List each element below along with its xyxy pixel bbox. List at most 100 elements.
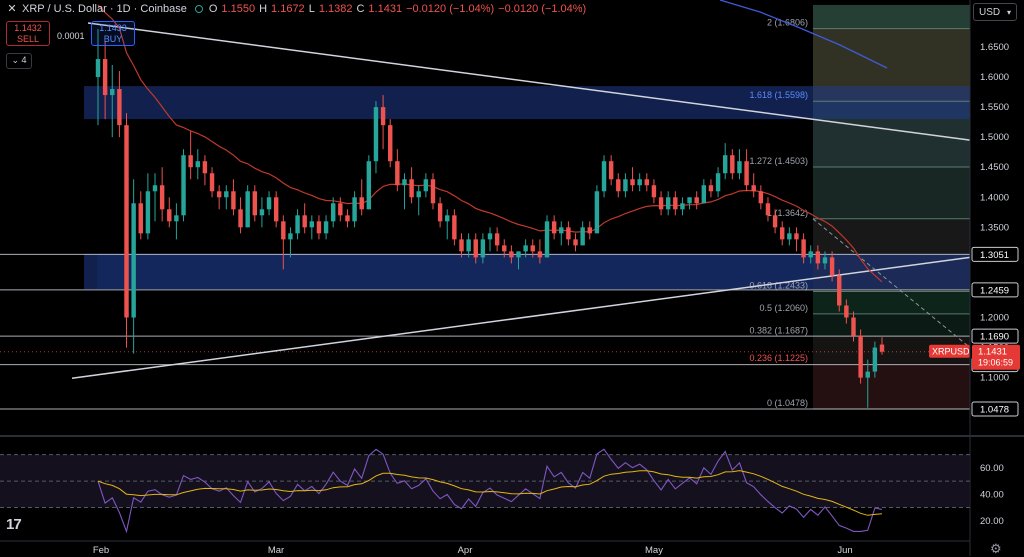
x-tick-label: Apr	[458, 545, 473, 556]
high-label: H	[259, 3, 268, 15]
candle-body	[879, 344, 885, 352]
current-price-label: 1.1431	[978, 347, 1007, 358]
candle	[159, 167, 165, 222]
candle	[202, 155, 208, 186]
fib-zone	[813, 291, 970, 314]
candle	[323, 215, 329, 240]
spread-value: 0.0001	[57, 31, 85, 41]
candle-body	[345, 215, 350, 222]
candle	[494, 227, 500, 252]
candle	[216, 185, 222, 210]
sell-label: SELL	[16, 34, 40, 44]
candle	[701, 179, 707, 204]
candle-body	[316, 221, 322, 234]
candle	[273, 191, 279, 228]
candle	[808, 245, 813, 264]
candle	[266, 191, 272, 216]
candle-body	[872, 347, 878, 372]
candle	[295, 209, 300, 240]
candle-body	[145, 191, 151, 234]
candle	[780, 221, 785, 246]
indicators-toggle[interactable]: ⌄ 4	[6, 53, 32, 69]
candle	[851, 311, 856, 342]
candle-body	[509, 251, 514, 258]
rsi-line	[97, 448, 883, 534]
candle-body	[837, 275, 842, 306]
supply-demand-zone	[84, 86, 970, 120]
candle	[452, 209, 457, 246]
candle-body	[765, 203, 771, 216]
candle	[523, 239, 528, 258]
buy-button[interactable]: 1.1433 BUY	[91, 21, 135, 46]
candle	[95, 28, 101, 126]
candle-body	[630, 179, 635, 186]
candle-body	[224, 191, 229, 198]
candle-body	[737, 161, 742, 174]
candle-body	[174, 215, 179, 222]
price-line-label: 1.0478	[980, 405, 1009, 416]
candle	[865, 359, 870, 408]
candle	[544, 215, 550, 258]
candle-body	[181, 155, 186, 216]
candle	[559, 221, 564, 246]
gear-icon[interactable]: ⚙	[990, 541, 1002, 556]
candle-body	[744, 161, 749, 186]
candle	[437, 197, 443, 228]
candle	[822, 251, 828, 270]
candle-body	[245, 191, 250, 228]
x-tick-label: Feb	[93, 545, 109, 556]
sell-button[interactable]: 1.1432 SELL	[6, 21, 50, 46]
candle-body	[373, 107, 379, 162]
candle	[815, 245, 821, 270]
tradingview-logo-icon: 17	[6, 516, 22, 533]
candle-body	[822, 257, 828, 264]
open-value: 1.1550	[221, 3, 256, 15]
candle	[380, 95, 386, 150]
candle-body	[673, 197, 678, 210]
candle-body	[722, 155, 728, 174]
candle	[651, 179, 657, 204]
candle	[502, 239, 507, 258]
candle-body	[665, 197, 671, 210]
candle-body	[780, 227, 785, 240]
candle-body	[352, 197, 357, 222]
candle-body	[530, 245, 535, 252]
indicators-count: 4	[21, 55, 27, 65]
supply-demand-zone	[97, 253, 813, 290]
candle-body	[388, 125, 393, 162]
candle	[330, 197, 336, 228]
candle	[708, 179, 714, 198]
candle	[131, 179, 136, 354]
candle	[829, 251, 835, 282]
candle-body	[459, 239, 464, 252]
candle-body	[409, 179, 414, 198]
candle	[787, 227, 792, 246]
candle-body	[694, 197, 699, 204]
candle-body	[829, 257, 835, 276]
current-symbol-tag	[929, 344, 970, 358]
candle-body	[787, 233, 792, 240]
candle-body	[437, 203, 443, 222]
currency-select[interactable]: USD ▾	[973, 3, 1017, 21]
candle	[644, 173, 650, 192]
symbol-title[interactable]: XRP / U.S. Dollar · 1D · Coinbase	[22, 3, 187, 15]
candle-body	[195, 161, 200, 168]
candle-body	[808, 251, 813, 258]
countdown-label: 19:06:59	[978, 358, 1013, 368]
current-symbol-label: XRPUSD	[932, 347, 970, 357]
candle-body	[124, 125, 129, 318]
candle	[594, 185, 600, 234]
candle	[102, 40, 108, 120]
candle-body	[708, 185, 714, 192]
candle	[209, 167, 215, 198]
candle	[537, 239, 543, 264]
close-value: 1.1431	[368, 3, 403, 15]
candle	[751, 173, 756, 198]
x-tick-label: May	[645, 545, 663, 556]
candle-body	[601, 161, 607, 192]
fib-zone	[813, 4, 970, 29]
moving-average-line	[97, 4, 883, 283]
candle	[744, 149, 749, 192]
candle-body	[138, 203, 143, 234]
